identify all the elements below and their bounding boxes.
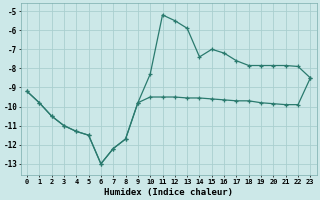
X-axis label: Humidex (Indice chaleur): Humidex (Indice chaleur): [104, 188, 233, 197]
